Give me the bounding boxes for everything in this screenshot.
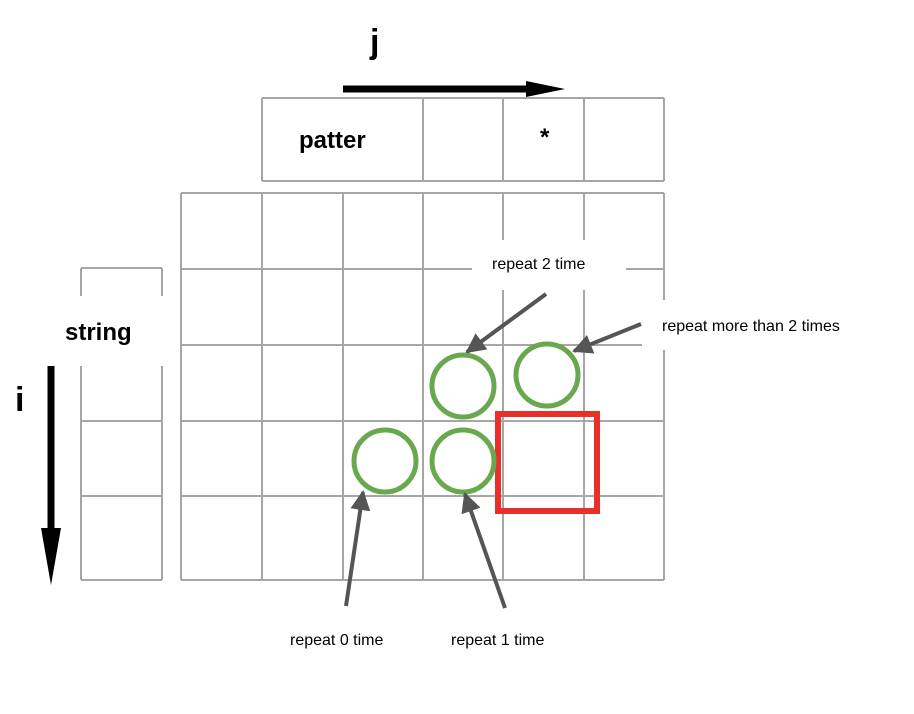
arrow-repeat-1 [461, 492, 507, 609]
repeat-0-label: repeat 0 time [290, 632, 383, 649]
repeat-more-label-backdrop [642, 300, 877, 350]
i-axis-arrow [41, 366, 61, 585]
circle-repeat-0 [351, 427, 419, 495]
string-label: string [65, 319, 132, 346]
repeat-2-label: repeat 2 time [492, 256, 585, 273]
string-label-backdrop [54, 296, 172, 366]
pattern-label: patter [299, 127, 366, 154]
dp-grid [180, 192, 665, 581]
pattern-star: * [540, 124, 550, 151]
j-axis-label: j [369, 23, 379, 61]
pattern-header-row [261, 97, 665, 182]
circle-repeat-more [513, 341, 581, 409]
target-cell-highlight [495, 411, 600, 514]
arrow-repeat-more [572, 322, 642, 354]
repeat-2-label-backdrop [472, 240, 626, 290]
repeat-1-label: repeat 1 time [451, 632, 544, 649]
i-axis-label: i [15, 381, 24, 419]
circle-repeat-2 [429, 352, 497, 420]
arrow-repeat-0 [344, 490, 371, 607]
arrow-repeat-2 [465, 292, 548, 354]
repeat-more-label: repeat more than 2 times [662, 318, 840, 335]
j-axis-arrow [343, 81, 565, 97]
circle-repeat-1 [429, 427, 497, 495]
